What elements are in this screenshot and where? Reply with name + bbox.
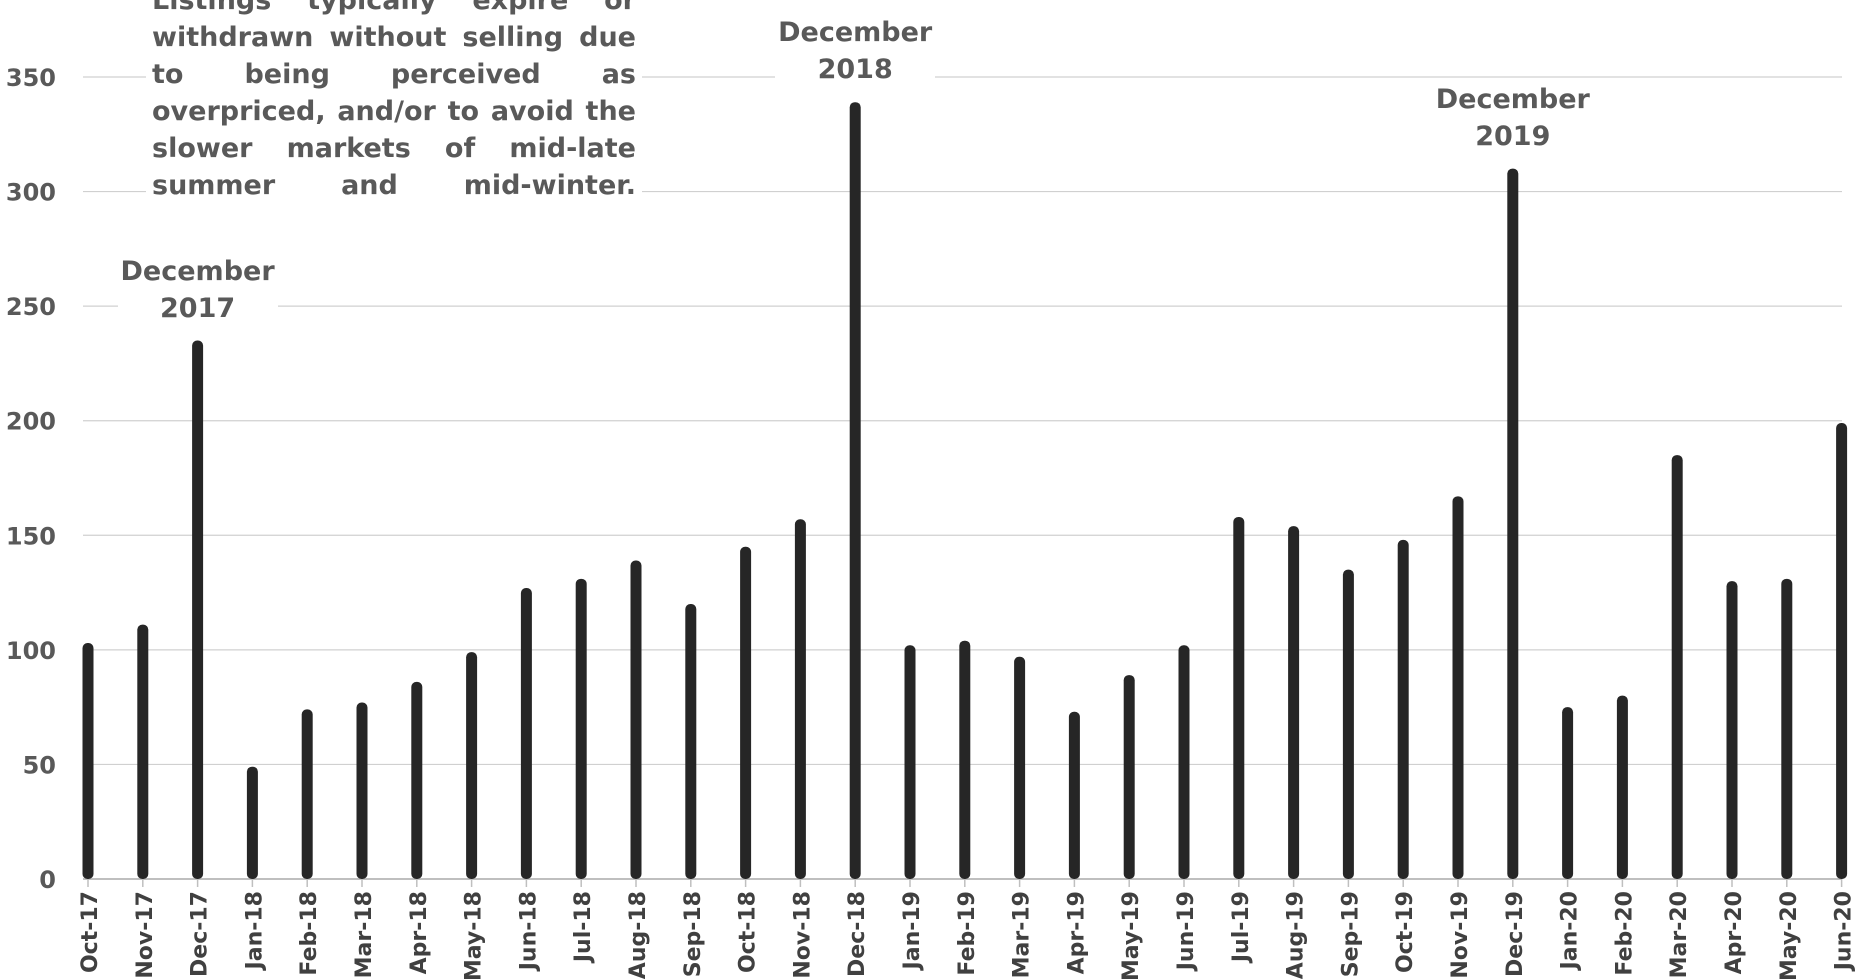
bar bbox=[794, 519, 806, 879]
bar bbox=[466, 652, 478, 879]
bar bbox=[1616, 695, 1628, 879]
y-tick-label: 50 bbox=[23, 751, 56, 779]
x-tick-label: Dec-19 bbox=[1503, 891, 1528, 977]
x-tick-label: Aug-18 bbox=[626, 891, 651, 979]
bar bbox=[520, 587, 532, 879]
y-axis-ticks: 0 50 100 150 200 250 300 350 bbox=[6, 64, 56, 894]
bar bbox=[1397, 539, 1409, 879]
bar bbox=[740, 546, 752, 879]
x-tick-label: Oct-17 bbox=[78, 891, 103, 973]
y-tick-label: 200 bbox=[6, 408, 56, 436]
bar bbox=[575, 578, 587, 879]
annotation-dec-2018: December 2018 bbox=[775, 14, 936, 89]
x-tick-label: Oct-18 bbox=[736, 891, 761, 973]
x-tick-label: Feb-18 bbox=[297, 891, 322, 976]
bar bbox=[1781, 578, 1793, 879]
y-tick-label: 250 bbox=[6, 293, 56, 321]
bar bbox=[630, 560, 642, 879]
bar bbox=[1068, 711, 1080, 879]
bar bbox=[411, 681, 423, 879]
bar bbox=[959, 640, 971, 879]
bar bbox=[1123, 675, 1135, 879]
x-tick-label: Nov-18 bbox=[790, 891, 815, 979]
x-tick-label: Sep-19 bbox=[1338, 891, 1363, 977]
x-tick-label: Jun-19 bbox=[1174, 891, 1199, 972]
bar bbox=[685, 604, 697, 879]
x-tick-label: Mar-18 bbox=[352, 891, 377, 978]
bars bbox=[82, 102, 1848, 880]
bar bbox=[137, 624, 149, 879]
bar bbox=[82, 642, 94, 879]
x-tick-label: May-19 bbox=[1119, 891, 1144, 979]
x-tick-label: Apr-20 bbox=[1722, 891, 1747, 974]
bar bbox=[356, 702, 368, 879]
x-tick-label: Feb-20 bbox=[1612, 891, 1637, 976]
annotation-line: 2019 bbox=[1475, 120, 1551, 152]
x-tick-label: Dec-18 bbox=[845, 891, 870, 977]
x-tick-label: Apr-18 bbox=[407, 891, 432, 974]
bar bbox=[1178, 645, 1190, 879]
bar bbox=[1726, 581, 1738, 879]
annotation-dec-2019: December 2019 bbox=[1432, 80, 1593, 155]
bar bbox=[246, 766, 258, 879]
x-tick-label: May-18 bbox=[462, 891, 487, 979]
x-tick-label: Mar-20 bbox=[1667, 891, 1692, 978]
bar bbox=[1562, 707, 1574, 879]
bar bbox=[1507, 168, 1519, 879]
x-tick-label: Dec-17 bbox=[188, 891, 213, 977]
x-axis-ticks: Oct-17 Nov-17 Dec-17 Jan-18 Feb-18 Mar-18 Apr-… bbox=[78, 879, 1857, 979]
annotation-line: December bbox=[120, 255, 275, 287]
x-tick-label: Jun-20 bbox=[1832, 891, 1857, 972]
y-tick-label: 100 bbox=[6, 637, 56, 665]
bar bbox=[301, 709, 313, 879]
x-tick-label: Jan-19 bbox=[900, 891, 925, 971]
bar bbox=[1452, 496, 1464, 879]
bar bbox=[1836, 423, 1848, 879]
bar bbox=[1014, 656, 1026, 879]
x-tick-label: Jan-20 bbox=[1558, 891, 1583, 971]
y-tick-label: 0 bbox=[39, 866, 56, 894]
x-tick-label: Oct-19 bbox=[1393, 891, 1418, 973]
x-tick-label: Jul-18 bbox=[571, 891, 596, 964]
x-tick-label: Jul-19 bbox=[1229, 891, 1254, 964]
annotation-line: 2018 bbox=[817, 54, 893, 86]
y-tick-label: 350 bbox=[6, 64, 56, 92]
x-tick-label: Jan-18 bbox=[242, 891, 267, 971]
chart-note: Listings typically expire or withdrawn w… bbox=[146, 0, 642, 208]
x-tick-label: Apr-19 bbox=[1064, 891, 1089, 974]
bar bbox=[1233, 516, 1245, 879]
bar bbox=[1288, 526, 1300, 879]
x-tick-label: Mar-19 bbox=[1010, 891, 1035, 978]
x-tick-label: Nov-19 bbox=[1448, 891, 1473, 979]
annotation-line: December bbox=[1435, 83, 1590, 115]
x-tick-label: Feb-19 bbox=[955, 891, 980, 976]
bar bbox=[904, 645, 916, 879]
annotation-line: 2017 bbox=[160, 292, 236, 324]
annotation-line: December bbox=[778, 17, 933, 49]
x-tick-label: Sep-18 bbox=[681, 891, 706, 977]
bar bbox=[192, 340, 204, 879]
bar bbox=[849, 102, 861, 880]
annotation-dec-2017: December 2017 bbox=[117, 252, 278, 327]
x-tick-label: May-20 bbox=[1777, 891, 1802, 979]
x-tick-label: Aug-19 bbox=[1284, 891, 1309, 979]
bar bbox=[1671, 455, 1683, 879]
bar bbox=[1342, 569, 1354, 879]
y-tick-label: 150 bbox=[6, 522, 56, 550]
y-tick-label: 300 bbox=[6, 179, 56, 207]
x-tick-label: Jun-18 bbox=[516, 891, 541, 972]
x-tick-label: Nov-17 bbox=[133, 891, 158, 979]
